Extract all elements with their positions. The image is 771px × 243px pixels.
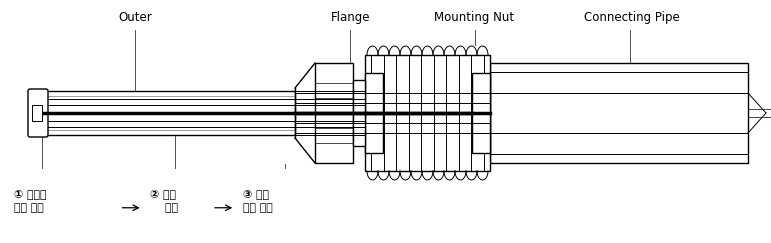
Text: Connecting Pipe: Connecting Pipe — [584, 10, 680, 24]
Bar — [365, 73, 383, 153]
Bar — [32, 105, 42, 121]
Text: Outer: Outer — [118, 10, 152, 24]
FancyBboxPatch shape — [28, 89, 48, 137]
Text: Mounting Nut: Mounting Nut — [434, 10, 514, 24]
Bar — [44, 91, 295, 135]
Bar — [353, 80, 365, 146]
Text: ③ 외경
크기 결정: ③ 외경 크기 결정 — [243, 190, 273, 213]
Bar — [472, 73, 490, 153]
Text: ② 시즈
    결정: ② 시즈 결정 — [150, 190, 178, 213]
Text: ① 상단부
직경 결정: ① 상단부 직경 결정 — [14, 190, 46, 213]
Bar — [315, 63, 353, 163]
Bar — [365, 55, 490, 171]
Text: Flange: Flange — [331, 10, 371, 24]
Bar — [490, 63, 748, 163]
